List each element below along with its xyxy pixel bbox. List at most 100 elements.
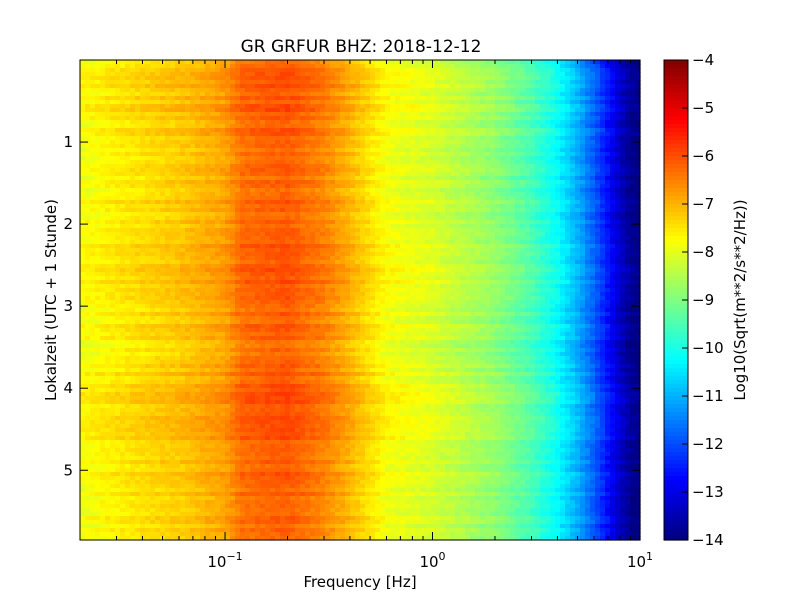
heatmap-cell	[350, 84, 356, 89]
heatmap-cell	[500, 92, 506, 97]
heatmap-cell	[305, 112, 311, 117]
heatmap-cell	[510, 192, 516, 197]
heatmap-cell	[500, 100, 506, 105]
heatmap-cell	[345, 132, 351, 137]
heatmap-cell	[85, 92, 91, 97]
heatmap-cell	[320, 168, 326, 173]
heatmap-cell	[470, 168, 476, 173]
heatmap-cell	[265, 84, 271, 89]
heatmap-cell	[305, 144, 311, 149]
heatmap-cell	[425, 168, 431, 173]
heatmap-cell	[580, 224, 586, 229]
heatmap-cell	[135, 184, 141, 189]
heatmap-cell	[295, 236, 301, 241]
heatmap-cell	[505, 148, 511, 153]
heatmap-cell	[310, 116, 316, 121]
heatmap-cell	[85, 112, 91, 117]
heatmap-cell	[405, 64, 411, 69]
heatmap-cell	[490, 216, 496, 221]
heatmap-cell	[170, 176, 176, 181]
heatmap-cell	[270, 168, 276, 173]
heatmap-cell	[415, 224, 421, 229]
heatmap-cell	[320, 124, 326, 129]
heatmap-cell	[270, 216, 276, 221]
heatmap-cell	[390, 116, 396, 121]
heatmap-cell	[235, 124, 241, 129]
heatmap-cell	[295, 148, 301, 153]
heatmap-cell	[630, 144, 636, 149]
heatmap-cell	[190, 220, 196, 225]
heatmap-cell	[575, 224, 581, 229]
heatmap-cell	[150, 224, 156, 229]
heatmap-cell	[375, 88, 381, 93]
heatmap-cell	[505, 216, 511, 221]
heatmap-cell	[225, 152, 231, 157]
heatmap-cell	[410, 120, 416, 125]
heatmap-cell	[405, 108, 411, 113]
heatmap-cell	[415, 112, 421, 117]
heatmap-cell	[480, 108, 486, 113]
heatmap-cell	[135, 68, 141, 73]
heatmap-cell	[230, 88, 236, 93]
heatmap-cell	[495, 152, 501, 157]
heatmap-cell	[115, 128, 121, 133]
heatmap-cell	[325, 80, 331, 85]
heatmap-cell	[185, 220, 191, 225]
heatmap-cell	[275, 192, 281, 197]
heatmap-cell	[185, 192, 191, 197]
heatmap-cell	[210, 184, 216, 189]
heatmap-cell	[615, 188, 621, 193]
heatmap-cell	[440, 216, 446, 221]
heatmap-cell	[220, 88, 226, 93]
heatmap-cell	[255, 108, 261, 113]
heatmap-cell	[110, 184, 116, 189]
heatmap-cell	[330, 216, 336, 221]
heatmap-cell	[385, 64, 391, 69]
heatmap-cell	[245, 208, 251, 213]
heatmap-cell	[80, 72, 86, 77]
heatmap-cell	[165, 172, 171, 177]
heatmap-cell	[185, 60, 191, 65]
heatmap-cell	[275, 104, 281, 109]
heatmap-cell	[260, 92, 266, 97]
heatmap-cell	[470, 72, 476, 77]
heatmap-cell	[400, 172, 406, 177]
heatmap-cell	[360, 116, 366, 121]
heatmap-cell	[485, 176, 491, 181]
heatmap-cell	[420, 200, 426, 205]
heatmap-cell	[210, 152, 216, 157]
heatmap-cell	[595, 156, 601, 161]
heatmap-cell	[350, 140, 356, 145]
heatmap-cell	[415, 212, 421, 217]
heatmap-cell	[280, 232, 286, 237]
heatmap-cell	[455, 192, 461, 197]
heatmap-cell	[215, 212, 221, 217]
heatmap-cell	[465, 204, 471, 209]
heatmap-cell	[300, 144, 306, 149]
heatmap-cell	[350, 200, 356, 205]
heatmap-cell	[510, 176, 516, 181]
heatmap-cell	[285, 224, 291, 229]
heatmap-cell	[255, 168, 261, 173]
heatmap-cell	[435, 212, 441, 217]
heatmap-cell	[180, 124, 186, 129]
heatmap-cell	[515, 64, 521, 69]
heatmap-cell	[550, 220, 556, 225]
heatmap-cell	[125, 232, 131, 237]
heatmap-cell	[200, 132, 206, 137]
heatmap-cell	[555, 96, 561, 101]
heatmap-cell	[460, 84, 466, 89]
heatmap-cell	[535, 124, 541, 129]
heatmap-cell	[495, 180, 501, 185]
heatmap-cell	[450, 192, 456, 197]
heatmap-cell	[305, 160, 311, 165]
heatmap-cell	[495, 176, 501, 181]
heatmap-cell	[445, 172, 451, 177]
heatmap-cell	[620, 128, 626, 133]
heatmap-cell	[350, 188, 356, 193]
heatmap-cell	[190, 72, 196, 77]
heatmap-cell	[575, 192, 581, 197]
heatmap-cell	[545, 156, 551, 161]
heatmap-cell	[270, 164, 276, 169]
heatmap-cell	[230, 152, 236, 157]
